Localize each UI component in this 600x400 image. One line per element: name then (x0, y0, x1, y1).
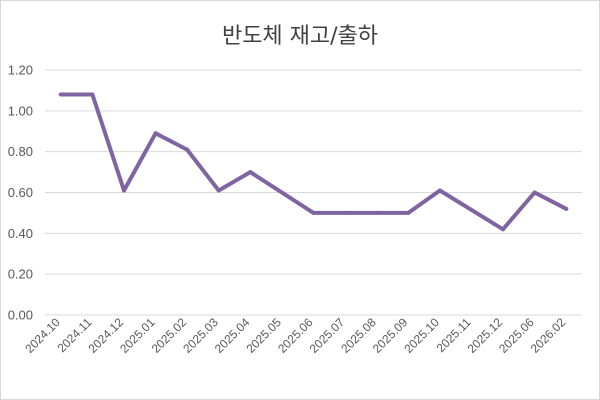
x-axis-ticks: 2024.102024.112024.122025.012025.022025.… (22, 315, 568, 356)
y-axis-ticks: 0.00 0.20 0.40 0.60 0.80 1.00 1.20 (8, 63, 33, 323)
series-group (58, 92, 569, 232)
y-tick-label: 0.60 (8, 185, 33, 200)
x-tick-label: 2025.10 (401, 315, 442, 356)
data-point (90, 92, 95, 97)
data-point (532, 190, 537, 195)
data-point (564, 206, 569, 211)
x-tick-label: 2026.02 (528, 315, 569, 356)
data-point (343, 210, 348, 215)
data-point (185, 147, 190, 152)
data-point (248, 170, 253, 175)
data-point (311, 210, 316, 215)
series-line (58, 92, 569, 232)
y-tick-label: 0.00 (8, 308, 33, 323)
chart-title: 반도체 재고/출하 (221, 24, 379, 49)
data-point (406, 210, 411, 215)
y-tick-label: 0.40 (8, 226, 33, 241)
data-point (153, 131, 158, 136)
gridlines (45, 69, 582, 316)
y-tick-label: 0.20 (8, 267, 33, 282)
data-point (216, 188, 221, 193)
y-tick-label: 0.80 (8, 144, 33, 159)
data-point (58, 92, 63, 97)
y-tick-label: 1.00 (8, 103, 33, 118)
y-tick-label: 1.20 (8, 63, 33, 78)
data-point (437, 188, 442, 193)
data-point (374, 210, 379, 215)
data-point (501, 227, 506, 232)
data-point (121, 188, 126, 193)
